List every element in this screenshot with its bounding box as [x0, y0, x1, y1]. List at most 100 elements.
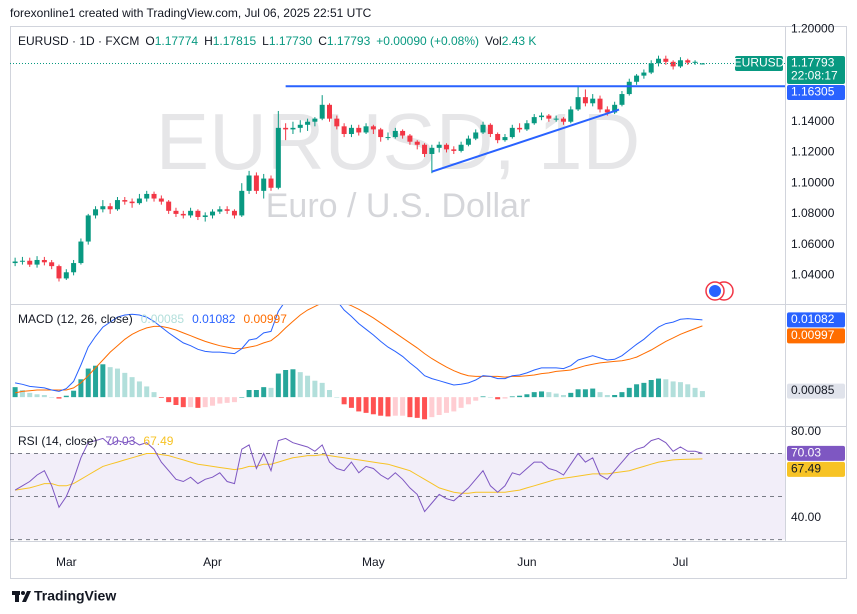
- candle-body: [144, 193, 150, 199]
- axis-label-box: [787, 445, 845, 461]
- candle-body: [246, 175, 252, 191]
- axis-label: 67.49: [791, 462, 821, 476]
- candle-body: [158, 198, 164, 202]
- trendline: [431, 108, 620, 173]
- candle-body: [370, 126, 376, 130]
- candle-body: [114, 200, 120, 210]
- histogram-bar: [49, 397, 55, 398]
- candle-body: [656, 58, 662, 64]
- candle-body: [100, 206, 106, 210]
- candle-body: [166, 201, 172, 211]
- candle-body: [378, 129, 384, 138]
- candle-body: [253, 175, 259, 191]
- candle-body: [180, 213, 186, 216]
- legend: RSI (14, close) 70.03 67.49: [18, 434, 174, 448]
- candle-body: [188, 210, 194, 216]
- y-tick-label: 1.06000: [791, 237, 835, 251]
- histogram-bar: [407, 397, 413, 418]
- legend-item: EURUSD · 1D · FXCM: [18, 34, 139, 48]
- histogram-bar: [305, 375, 311, 398]
- x-tick-label: Mar: [56, 555, 77, 569]
- symbol-label-box: [735, 55, 783, 71]
- histogram-bar: [224, 397, 230, 403]
- legend-item: 0.01082: [192, 312, 236, 326]
- legend-item: MACD (12, 26, close): [18, 312, 133, 326]
- candle-body: [12, 261, 18, 264]
- histogram-bar: [283, 370, 289, 398]
- candle-body: [414, 141, 420, 145]
- rsi-line: [14, 437, 703, 513]
- legend-item: H: [204, 34, 213, 48]
- histogram-bar: [166, 397, 172, 403]
- legend-item: 1.17774: [155, 34, 199, 48]
- histogram-bar: [195, 397, 201, 408]
- candle-body: [495, 134, 501, 141]
- histogram-bar: [392, 397, 398, 416]
- candle-body: [41, 259, 47, 263]
- histogram-bar: [319, 382, 325, 398]
- candle-body: [590, 98, 596, 104]
- legend-item: RSI (14, close): [18, 434, 97, 448]
- histogram-bar: [100, 364, 106, 398]
- y-tick-label: 1.14000: [791, 114, 835, 128]
- candle-body: [604, 109, 610, 113]
- frame: [10, 26, 847, 579]
- compare-icon[interactable]: [705, 281, 734, 301]
- axis-label: 0.01082: [791, 312, 835, 326]
- histogram-bar: [487, 397, 493, 398]
- candle-body: [641, 72, 647, 76]
- candle-body: [385, 137, 391, 139]
- candle-body: [692, 61, 698, 63]
- candle-body: [136, 198, 142, 204]
- candle-body: [122, 200, 128, 202]
- histogram-bar: [356, 397, 362, 412]
- y-tick-label: 1.10000: [791, 175, 835, 189]
- header-text: forexonline1 created with TradingView.co…: [10, 6, 372, 20]
- legend-item: L: [262, 34, 269, 48]
- logo-part: [21, 591, 25, 595]
- candle-body: [34, 259, 40, 265]
- candle-body: [524, 123, 530, 130]
- histogram-bar: [210, 397, 216, 406]
- histogram-bar: [188, 397, 194, 408]
- axis-label-box: [787, 383, 845, 399]
- signal-line: [14, 305, 703, 394]
- histogram-bar: [597, 392, 603, 398]
- candle-body: [224, 209, 230, 211]
- candle-body: [458, 144, 464, 151]
- candle-body: [49, 262, 55, 267]
- candle-body: [129, 201, 135, 204]
- histogram-bar: [612, 395, 618, 398]
- histogram-bar: [136, 381, 142, 398]
- candle-body: [626, 81, 632, 95]
- candle-body: [422, 144, 428, 154]
- histogram-bar: [378, 397, 384, 416]
- histogram-bar: [590, 388, 596, 398]
- legend-item: 70.03: [105, 434, 135, 448]
- watermark-subtitle: Euro / U.S. Dollar: [266, 187, 531, 225]
- logo-part: [22, 591, 31, 602]
- candle-body: [612, 104, 618, 113]
- candle-body: [327, 104, 333, 119]
- candle-body: [210, 211, 216, 216]
- candle-body: [334, 118, 340, 127]
- histogram-bar: [246, 390, 252, 398]
- histogram-bar: [575, 389, 581, 398]
- legend-item: O: [145, 34, 154, 48]
- x-tick-label: Jul: [673, 555, 688, 569]
- candle-body: [473, 132, 479, 139]
- candle-body: [699, 63, 705, 65]
- candle-body: [634, 75, 640, 82]
- watermark: EURUSD, 1D: [156, 97, 641, 186]
- candle-body: [509, 127, 515, 138]
- ma-line: [15, 453, 703, 494]
- histogram-bar: [400, 397, 406, 416]
- candle-body: [290, 127, 296, 130]
- candle-body: [319, 104, 325, 119]
- candle-body: [487, 124, 493, 135]
- candle-body: [568, 109, 574, 122]
- candle-body: [436, 144, 442, 148]
- x-tick-label: May: [362, 555, 385, 569]
- histogram-bar: [546, 392, 552, 398]
